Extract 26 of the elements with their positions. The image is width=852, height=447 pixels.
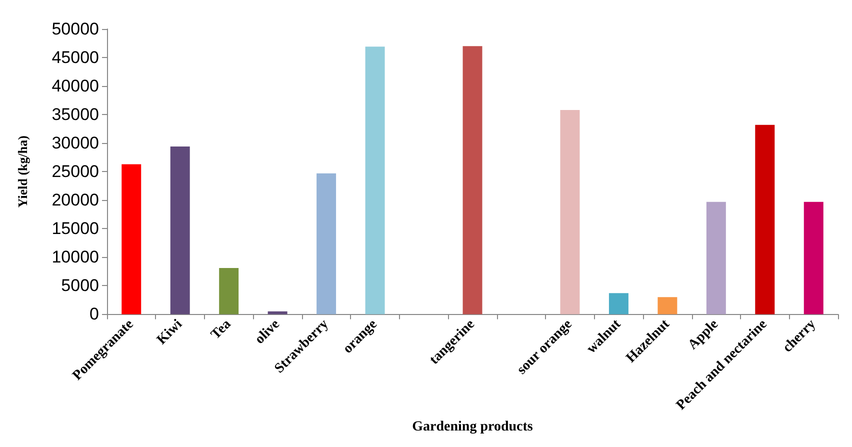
y-tick-label: 50000 (52, 20, 99, 38)
y-tick-label: 40000 (52, 76, 99, 96)
x-tick-label: Tea (208, 316, 234, 343)
y-tick-label: 5000 (61, 276, 99, 296)
y-tick-label: 35000 (52, 105, 99, 124)
bar (706, 202, 726, 314)
y-tick-label: 0 (90, 304, 99, 324)
bar (658, 297, 678, 314)
bar (170, 146, 190, 314)
bar (608, 293, 628, 314)
y-tick-label: 45000 (52, 48, 99, 68)
bar (755, 124, 775, 314)
y-tick-label: 15000 (52, 219, 99, 238)
bar (122, 164, 142, 314)
bar (560, 110, 580, 314)
y-tick-label: 10000 (52, 248, 99, 267)
x-axis-title: Gardening products (412, 420, 534, 434)
y-tick-label: 20000 (52, 190, 99, 210)
y-tick-label: 25000 (52, 162, 99, 182)
bar (462, 46, 482, 314)
bar (365, 46, 385, 314)
y-axis-title: Yield (kg/ha) (15, 136, 30, 208)
bar (316, 173, 336, 314)
y-tick-label: 30000 (52, 134, 99, 153)
bar (219, 268, 239, 314)
bar (804, 202, 824, 314)
